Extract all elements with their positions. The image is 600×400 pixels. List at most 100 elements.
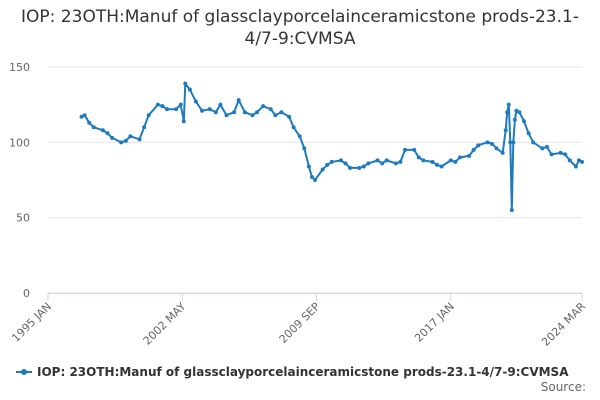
x-tick-label: 1995 JAN <box>9 300 54 345</box>
y-tick-label: 100 <box>9 136 30 149</box>
y-tick-label: 0 <box>23 287 30 300</box>
data-point <box>505 110 510 115</box>
y-tick-label: 50 <box>16 212 30 225</box>
data-point <box>255 110 260 115</box>
data-point <box>526 131 531 136</box>
data-point <box>512 117 517 122</box>
data-point <box>567 158 572 163</box>
data-point <box>576 158 581 163</box>
data-point <box>421 158 426 163</box>
data-point <box>232 110 237 115</box>
data-point <box>200 108 205 113</box>
data-point <box>531 140 536 145</box>
data-point <box>544 144 549 149</box>
data-point <box>218 102 223 107</box>
data-point <box>187 87 192 92</box>
data-point <box>509 208 514 213</box>
data-point <box>471 147 476 152</box>
data-point <box>514 108 519 113</box>
data-point <box>325 162 330 167</box>
data-point <box>398 159 403 164</box>
data-point <box>82 113 87 118</box>
data-point <box>297 134 302 139</box>
data-point <box>457 155 462 160</box>
data-point <box>500 150 505 155</box>
data-point <box>273 113 278 118</box>
data-point <box>580 159 584 164</box>
data-point <box>476 143 481 148</box>
data-point <box>79 114 84 119</box>
data-point <box>343 161 348 166</box>
data-point <box>193 99 198 104</box>
data-point <box>250 113 255 118</box>
data-point <box>291 125 296 130</box>
data-point <box>506 102 511 107</box>
data-point <box>309 174 314 179</box>
data-point <box>517 110 522 115</box>
x-tick-label: 2024 MAR <box>539 300 588 349</box>
data-point <box>503 128 508 133</box>
data-point <box>361 164 366 169</box>
data-point <box>357 165 362 170</box>
data-point <box>181 119 186 124</box>
data-point <box>508 140 513 145</box>
legend-marker <box>21 369 27 375</box>
data-point <box>207 107 212 112</box>
data-point <box>91 125 96 130</box>
data-point <box>549 152 554 157</box>
data-point <box>412 147 417 152</box>
data-point <box>329 159 334 164</box>
source: Source: <box>541 380 586 394</box>
data-point <box>511 140 516 145</box>
data-point <box>287 114 292 119</box>
data-point <box>306 164 311 169</box>
data-point <box>485 140 490 145</box>
data-point <box>146 113 151 118</box>
data-line <box>81 80 583 211</box>
data-point <box>380 161 385 166</box>
legend-label: IOP: 23OTH:Manuf of glassclayporcelaince… <box>37 365 569 379</box>
data-point <box>242 110 247 115</box>
data-point <box>160 104 165 109</box>
data-point <box>302 146 307 151</box>
data-point <box>467 153 472 158</box>
y-tick-label: 150 <box>9 61 30 74</box>
data-point <box>453 159 458 164</box>
data-point <box>87 120 92 125</box>
data-point <box>313 178 317 182</box>
data-point <box>123 138 128 143</box>
data-point <box>522 119 527 124</box>
data-point <box>494 146 499 151</box>
data-point <box>403 147 408 152</box>
data-point <box>430 159 435 164</box>
x-tick-label: 2009 SEP <box>277 300 323 346</box>
data-point <box>439 164 444 169</box>
data-point <box>320 167 325 172</box>
data-point <box>348 165 353 170</box>
data-point <box>558 150 563 155</box>
data-point <box>236 98 241 103</box>
data-point <box>393 161 398 166</box>
data-point <box>338 158 343 163</box>
data-point <box>128 134 133 139</box>
data-point <box>261 104 266 109</box>
data-point <box>540 146 545 151</box>
data-point <box>268 107 273 112</box>
data-point <box>137 137 142 142</box>
data-point <box>435 162 440 167</box>
data-point <box>105 131 110 136</box>
data-point <box>110 135 115 140</box>
data-point <box>375 158 380 163</box>
data-point <box>224 113 229 118</box>
data-point <box>178 102 183 107</box>
data-point <box>142 125 147 130</box>
data-point <box>213 110 218 115</box>
data-point <box>448 158 453 163</box>
data-point <box>183 81 188 86</box>
chart-title: IOP: 23OTH:Manuf of glassclayporcelaince… <box>21 7 579 49</box>
data-point <box>489 141 494 146</box>
data-point <box>100 128 105 133</box>
data-point <box>155 102 160 107</box>
